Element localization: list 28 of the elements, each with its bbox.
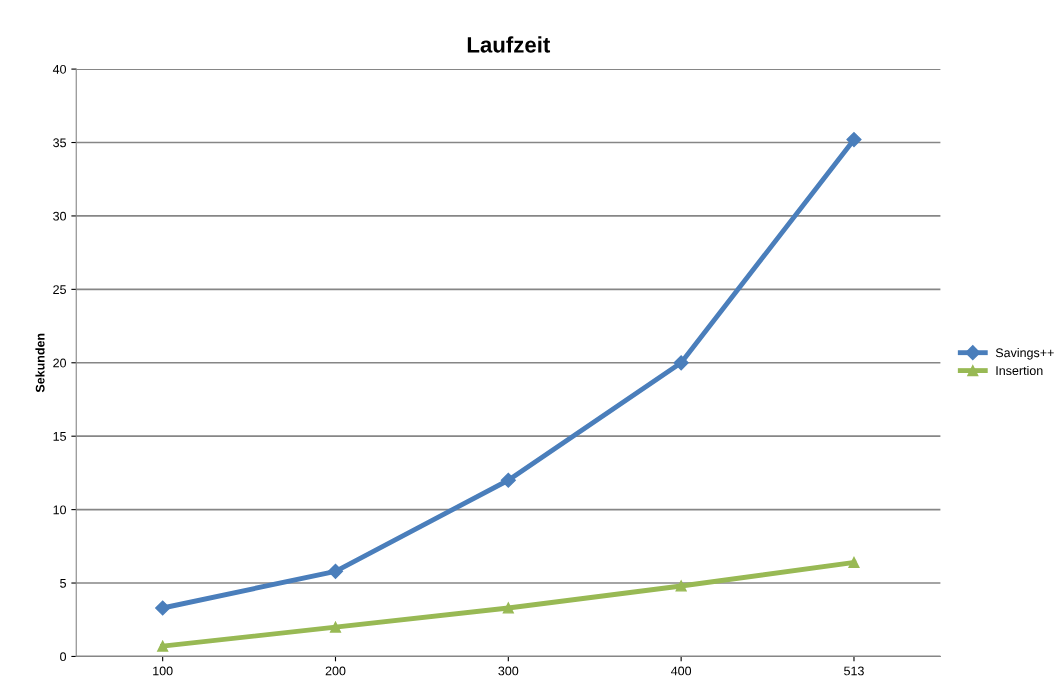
y-tick-label: 15 bbox=[53, 432, 66, 441]
point bbox=[502, 602, 514, 614]
chart-title: Laufzeit bbox=[467, 36, 551, 53]
point bbox=[848, 556, 860, 569]
point bbox=[500, 472, 516, 488]
x-tick-label: 300 bbox=[498, 666, 519, 676]
x-tick-label: 200 bbox=[325, 666, 346, 676]
legend-label: Savings++ bbox=[995, 348, 1054, 360]
point bbox=[155, 600, 171, 616]
point bbox=[675, 580, 687, 592]
y-tick-label: 30 bbox=[53, 211, 67, 221]
legend-label: Insertion bbox=[996, 365, 1043, 376]
point bbox=[157, 640, 169, 652]
y-axis-title: Sekunden bbox=[35, 333, 45, 393]
y-tick-label: 0 bbox=[60, 652, 67, 662]
point bbox=[327, 563, 344, 579]
y-tick-label: 20 bbox=[53, 358, 67, 368]
y-tick-label: 10 bbox=[53, 505, 67, 515]
y-tick-label: 25 bbox=[53, 285, 66, 295]
point bbox=[846, 132, 862, 148]
point bbox=[673, 355, 689, 371]
x-tick-label: 100 bbox=[153, 666, 173, 676]
y-tick-label: 35 bbox=[53, 138, 66, 148]
y-tick-label: 5 bbox=[60, 578, 66, 588]
point bbox=[329, 621, 342, 633]
x-tick-label: 513 bbox=[844, 666, 864, 676]
y-tick-label: 40 bbox=[52, 64, 67, 74]
x-tick-label: 400 bbox=[671, 666, 692, 676]
